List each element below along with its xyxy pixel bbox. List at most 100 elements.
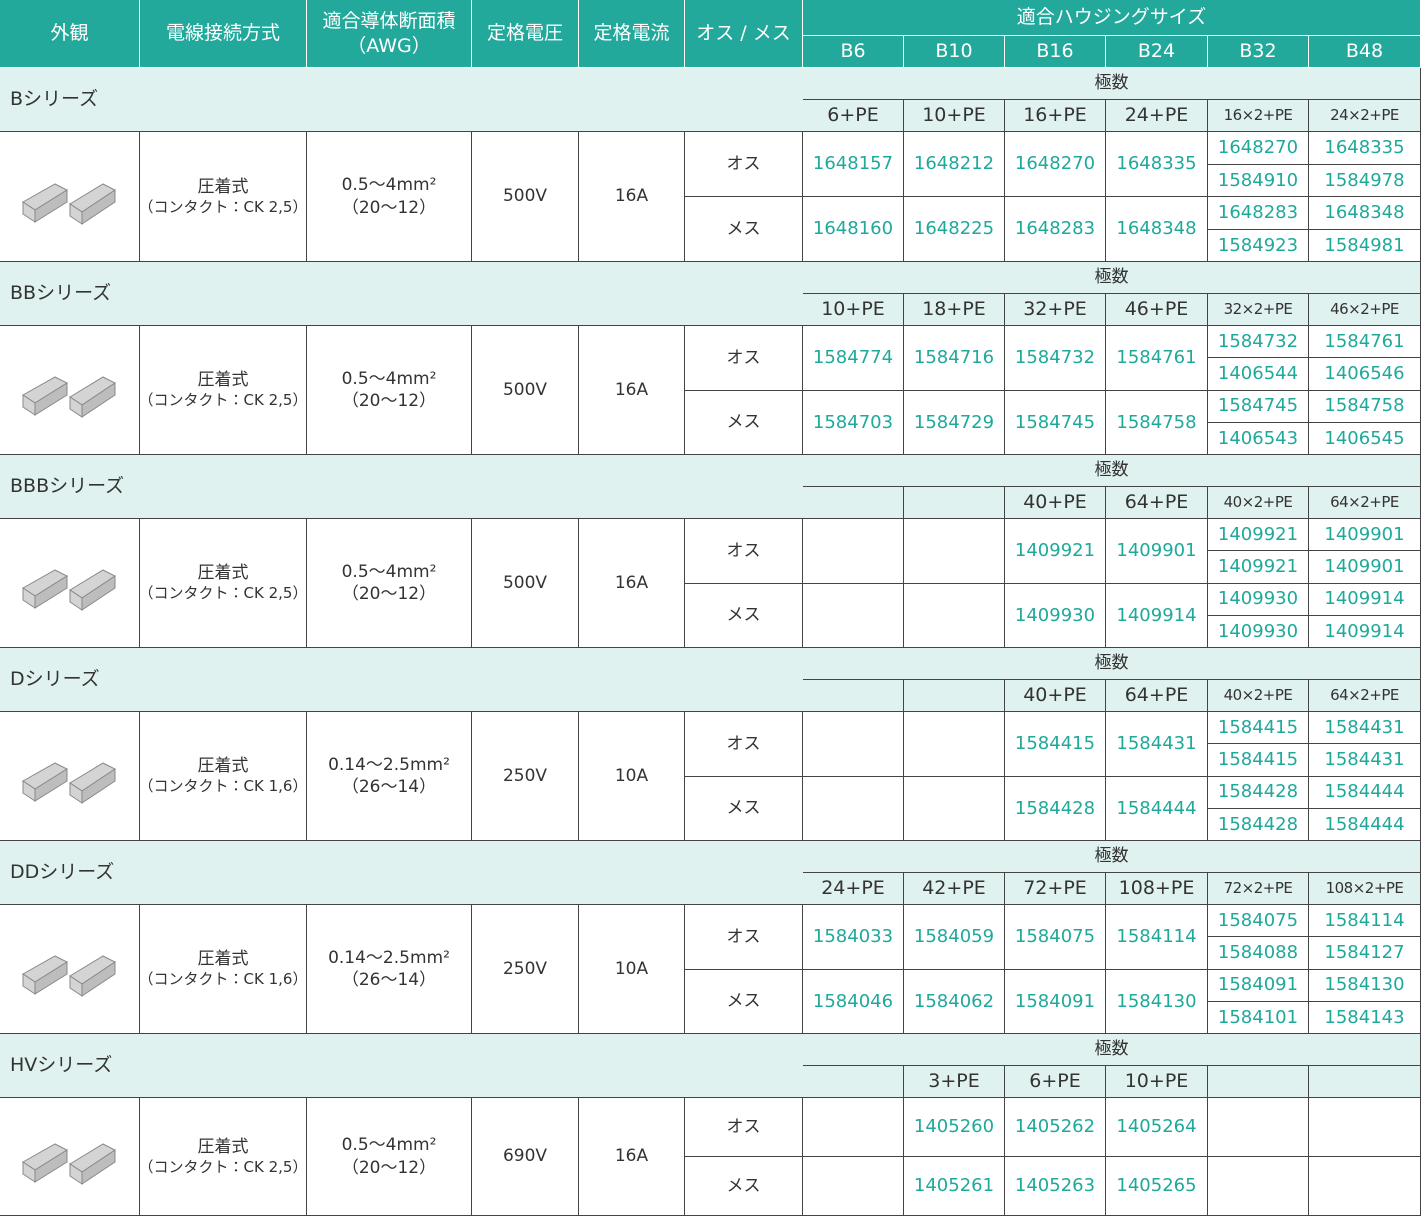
image-cell bbox=[0, 519, 140, 648]
part-number: 1648160 bbox=[803, 197, 904, 262]
cell-text: 極数 bbox=[1094, 267, 1129, 288]
voltage-cell: 500V bbox=[472, 132, 579, 262]
part-number bbox=[803, 1098, 904, 1157]
part-number: 1584444 bbox=[1309, 776, 1421, 809]
part-number: 1648270 bbox=[1208, 132, 1309, 165]
cell-text: 1648160 bbox=[812, 218, 894, 240]
cell-text: 1584114 bbox=[1116, 926, 1197, 948]
pole-cell: 32+PE bbox=[1005, 294, 1106, 326]
cell-text: 16+PE bbox=[1023, 104, 1087, 127]
cell-text: 1409914 bbox=[1324, 588, 1405, 610]
part-number: 1405262 bbox=[1005, 1098, 1106, 1157]
part-number: 1584059 bbox=[904, 905, 1005, 970]
cell-text: オス bbox=[726, 1116, 761, 1137]
wiring-cell: 圧着式 （コンタクト：CK 1,6） bbox=[139, 712, 307, 841]
part-number: 1584091 bbox=[1208, 969, 1309, 1002]
cell-text: 1405265 bbox=[1116, 1175, 1197, 1197]
pole-cell: 6+PE bbox=[1005, 1066, 1106, 1098]
cell-text: メス bbox=[726, 218, 761, 239]
cell-text: 1648270 bbox=[1217, 137, 1299, 159]
part-number: 1405264 bbox=[1106, 1098, 1208, 1157]
cell-text: B48 bbox=[1345, 40, 1384, 63]
cell-text: 1584729 bbox=[913, 411, 995, 433]
cell-text: 1584923 bbox=[1217, 234, 1299, 256]
pole-cell: 72+PE bbox=[1005, 873, 1106, 905]
part-number: 1409921 bbox=[1208, 551, 1309, 584]
header-cell: 適合ハウジングサイズ bbox=[803, 0, 1421, 36]
pole-cell: 40+PE bbox=[1005, 487, 1106, 519]
cell-text: オス bbox=[726, 926, 761, 947]
cell-text: メス bbox=[726, 1175, 761, 1196]
current-cell: 16A bbox=[579, 326, 685, 455]
cell-text: 1405263 bbox=[1014, 1175, 1096, 1197]
voltage-cell: 250V bbox=[472, 712, 579, 841]
cell-text: 1409914 bbox=[1324, 620, 1405, 642]
part-number: 1584062 bbox=[904, 969, 1005, 1034]
cell-text: 圧着式 bbox=[197, 756, 249, 777]
gender-cell: オス bbox=[685, 132, 803, 197]
cell-text: 690V bbox=[502, 1146, 548, 1167]
cell-text: 1406545 bbox=[1324, 427, 1405, 449]
part-number: 1584431 bbox=[1309, 744, 1421, 777]
cell-text: 極数 bbox=[1094, 73, 1129, 94]
pole-cell: 10+PE bbox=[904, 100, 1005, 132]
part-number: 1648283 bbox=[1005, 197, 1106, 262]
part-number: 1584415 bbox=[1208, 712, 1309, 745]
pole-cell: 24+PE bbox=[1106, 100, 1208, 132]
pole-cell: 40×2+PE bbox=[1208, 680, 1309, 712]
part-number: 1584143 bbox=[1309, 1001, 1421, 1034]
cell-text: 1648270 bbox=[1014, 153, 1096, 175]
part-number: 1584758 bbox=[1309, 390, 1421, 423]
current-cell: 16A bbox=[579, 519, 685, 648]
conductor-cell: 0.14～2.5mm² （26～14） bbox=[307, 905, 472, 1034]
pole-cell: 64+PE bbox=[1106, 487, 1208, 519]
pole-cell bbox=[803, 487, 904, 519]
part-number: 1584745 bbox=[1208, 390, 1309, 423]
cell-text: 42+PE bbox=[922, 877, 986, 900]
cell-text: 1584732 bbox=[1014, 347, 1096, 369]
cell-text: 外観 bbox=[50, 22, 89, 45]
cell-text: B24 bbox=[1137, 40, 1176, 63]
conductor-cell: 0.5～4mm² （20～12） bbox=[307, 132, 472, 262]
part-number: 1648157 bbox=[803, 132, 904, 197]
connector-image bbox=[21, 182, 116, 225]
part-number: 1409901 bbox=[1106, 519, 1208, 584]
cell-text: 1405262 bbox=[1014, 1116, 1096, 1138]
cell-text: 1584745 bbox=[1217, 395, 1299, 417]
part-number: 1584981 bbox=[1309, 229, 1421, 262]
cell-text: 46+PE bbox=[1124, 298, 1189, 321]
header-cell: 電線接続方式 bbox=[140, 0, 307, 68]
poles-label: 極数 bbox=[803, 262, 1421, 294]
cell-text: メス bbox=[726, 991, 761, 1012]
part-number: 1584130 bbox=[1106, 969, 1208, 1034]
part-number: 1584075 bbox=[1005, 905, 1106, 970]
cell-text: DDシリーズ bbox=[10, 861, 115, 884]
pole-cell bbox=[904, 487, 1005, 519]
part-number: 1648270 bbox=[1005, 132, 1106, 197]
part-number: 1584774 bbox=[803, 326, 904, 391]
cell-text: 極数 bbox=[1094, 653, 1129, 674]
header-cell: 適合導体断面積 （AWG） bbox=[307, 0, 472, 68]
header-cell: オス / メス bbox=[685, 0, 803, 68]
connector-image bbox=[21, 955, 116, 997]
image-cell bbox=[0, 326, 140, 455]
cell-text: 1409921 bbox=[1014, 540, 1096, 562]
part-number: 1584444 bbox=[1106, 776, 1208, 841]
part-number: 1406546 bbox=[1309, 358, 1421, 391]
cell-text: BBBシリーズ bbox=[10, 475, 125, 498]
cell-text: 1584091 bbox=[1217, 974, 1299, 996]
pole-cell: 64+PE bbox=[1106, 680, 1208, 712]
cell-text: （26～14） bbox=[341, 970, 437, 990]
cell-text: 1409930 bbox=[1014, 604, 1096, 626]
cell-text: 10+PE bbox=[922, 104, 986, 127]
part-number: 1584033 bbox=[803, 905, 904, 970]
cell-text: 1648212 bbox=[913, 153, 995, 175]
pole-cell: 72×2+PE bbox=[1208, 873, 1309, 905]
cell-text: （コンタクト：CK 2,5） bbox=[138, 584, 308, 603]
part-number: 1584729 bbox=[904, 390, 1005, 455]
part-number: 1584130 bbox=[1309, 969, 1421, 1002]
pole-cell: 64×2+PE bbox=[1309, 680, 1421, 712]
cell-text: 72+PE bbox=[1023, 877, 1087, 900]
part-number: 1409901 bbox=[1309, 551, 1421, 584]
cell-text: Dシリーズ bbox=[10, 668, 100, 691]
